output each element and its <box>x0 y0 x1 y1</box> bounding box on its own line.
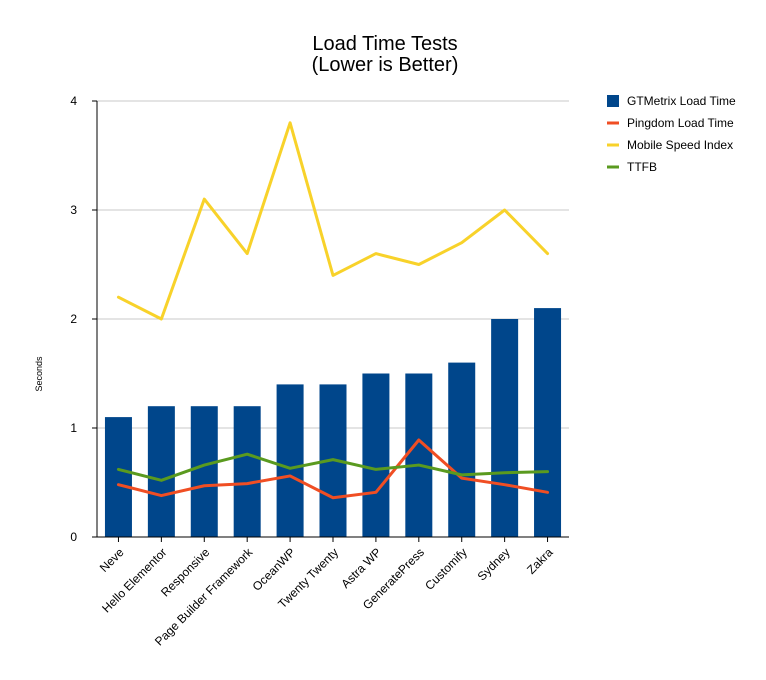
bar-gtmetrix-load-time <box>104 417 132 537</box>
chart-subtitle: (Lower is Better) <box>312 54 459 76</box>
line-series <box>116 121 550 500</box>
bar-series <box>104 308 562 537</box>
gridlines <box>92 100 569 538</box>
y-tick-labels: 0 1 2 3 4 <box>70 94 77 544</box>
legend: GTMetrix Load Time Pingdom Load Time Mobil… <box>607 94 736 174</box>
y-tick-label: 3 <box>70 203 77 217</box>
legend-swatch-gtmetrix-load-time <box>607 95 619 107</box>
legend-label-mobile-speed-index: Mobile Speed Index <box>627 138 733 152</box>
bar-gtmetrix-load-time <box>276 384 304 537</box>
legend-label-gtmetrix-load-time: GTMetrix Load Time <box>627 94 736 108</box>
bar-gtmetrix-load-time <box>147 406 175 537</box>
legend-label-ttfb: TTFB <box>627 160 657 174</box>
y-tick-label: 1 <box>70 421 77 435</box>
bar-gtmetrix-load-time <box>233 406 261 537</box>
y-axis-label: Seconds <box>34 356 44 392</box>
bar-gtmetrix-load-time <box>491 319 519 537</box>
bar-gtmetrix-load-time <box>448 362 476 537</box>
y-tick-label: 0 <box>70 530 77 544</box>
line-ttfb <box>116 452 550 482</box>
legend-label-pingdom-load-time: Pingdom Load Time <box>627 116 734 130</box>
bar-gtmetrix-load-time <box>362 373 390 537</box>
bar-gtmetrix-load-time <box>190 406 218 537</box>
x-tick-label: Neve <box>97 545 127 575</box>
line-pingdom-load-time <box>116 438 550 500</box>
x-tick-label: Customify <box>422 545 470 593</box>
bar-gtmetrix-load-time <box>534 308 562 537</box>
chart-title: Load Time Tests <box>312 33 457 55</box>
line-mobile-speed-index <box>116 121 550 321</box>
x-tick-label: Sydney <box>475 545 513 583</box>
x-tick-label: Zakra <box>524 545 556 577</box>
y-tick-label: 4 <box>70 94 77 108</box>
y-tick-label: 2 <box>70 312 77 326</box>
bar-gtmetrix-load-time <box>405 373 433 537</box>
